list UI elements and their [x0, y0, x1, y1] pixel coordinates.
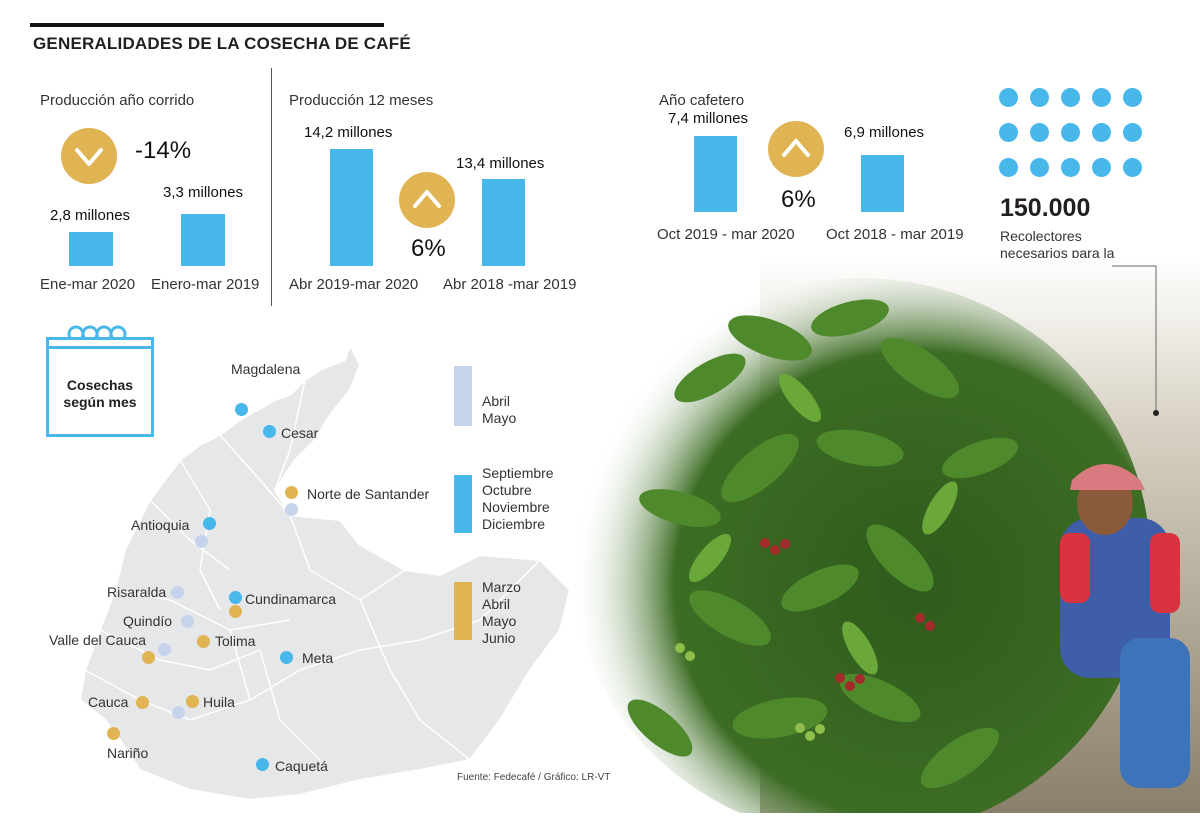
panel3-change: 6% — [781, 186, 816, 213]
picker-dot — [1030, 123, 1049, 142]
region-dot-antioquia-2 — [195, 535, 208, 548]
region-dot-huila-1 — [186, 695, 199, 708]
panel1-bar-1 — [69, 232, 113, 266]
region-label-quindio: Quindío — [123, 613, 173, 629]
panel3-title: Año cafetero — [659, 92, 745, 109]
coffee-picker-photo — [560, 258, 1200, 818]
legend-label-apr-may: Abril Mayo — [482, 393, 517, 426]
region-dot-narino — [107, 727, 120, 740]
region-dot-norte-de-santander-1 — [285, 486, 298, 499]
panel2-change: 6% — [411, 235, 446, 262]
leader-line — [1112, 265, 1159, 416]
panel1-category-1: Ene-mar 2020 — [40, 276, 136, 293]
region-dot-huila-2 — [172, 706, 185, 719]
picker-dot — [1123, 88, 1142, 107]
panel1-value-label-1: 2,8 millones — [50, 207, 131, 224]
picker-dot — [1123, 123, 1142, 142]
panel3-bar-1 — [694, 136, 737, 212]
panel3-bar-2 — [861, 155, 904, 212]
picker-dot — [1123, 158, 1142, 177]
panel3-category-1: Oct 2019 - mar 2020 — [657, 226, 795, 243]
panel3-value-label-2: 6,9 millones — [844, 124, 925, 141]
picker-dot — [1061, 123, 1080, 142]
region-dot-cauca — [136, 696, 149, 709]
region-dot-risaralda — [171, 586, 184, 599]
calendar-frame — [46, 337, 154, 437]
region-dot-cundinamarca-1 — [229, 591, 242, 604]
region-dot-norte-de-santander-2 — [285, 503, 298, 516]
picker-dot — [1092, 88, 1111, 107]
legend-swatch-apr-may — [454, 366, 472, 426]
picker-dot — [999, 88, 1018, 107]
region-dot-tolima — [197, 635, 210, 648]
colombia-map — [60, 340, 600, 810]
calendar-label: Cosechas según mes — [63, 377, 137, 410]
panel1-change: -14% — [135, 137, 192, 164]
region-dot-magdalena — [235, 403, 248, 416]
panel1-bar-2 — [181, 214, 225, 266]
picker-dot — [1061, 88, 1080, 107]
chevron-up-icon — [399, 172, 455, 228]
panel2-value-label-2: 13,4 millones — [456, 155, 545, 172]
region-label-narino: Nariño — [107, 745, 149, 761]
region-dot-antioquia-1 — [203, 517, 216, 530]
panel1-category-2: Enero-mar 2019 — [151, 276, 260, 293]
legend-label-sep-dec: Septiembre Octubre Noviembre Diciembre — [482, 465, 554, 532]
dot-grid-icon — [999, 88, 1149, 183]
region-label-cauca: Cauca — [88, 694, 129, 710]
region-label-huila: Huila — [203, 694, 235, 710]
region-label-antioquia: Antioquia — [131, 517, 190, 533]
panel2-category-1: Abr 2019-mar 2020 — [289, 276, 419, 293]
panel2-category-2: Abr 2018 -mar 2019 — [443, 276, 577, 293]
region-label-caqueta: Caquetá — [275, 758, 328, 774]
panel3-category-2: Oct 2018 - mar 2019 — [826, 226, 964, 243]
picker-dot — [999, 123, 1018, 142]
panel-divider — [271, 68, 272, 306]
title-rule — [30, 23, 384, 27]
legend-swatch-sep-dec — [454, 475, 472, 533]
calendar-header — [49, 340, 151, 349]
picker-dot — [999, 158, 1018, 177]
region-dot-meta — [280, 651, 293, 664]
pickers-value: 150.000 — [1000, 194, 1091, 222]
region-dot-valle-del-cauca-2 — [158, 643, 171, 656]
region-label-valle-del-cauca: Valle del Cauca — [49, 632, 147, 648]
panel2-title: Producción 12 meses — [289, 92, 434, 109]
region-label-magdalena: Magdalena — [231, 361, 301, 377]
panel2-bar-2 — [482, 179, 525, 266]
region-label-tolima: Tolima — [215, 633, 256, 649]
region-dot-cundinamarca-2 — [229, 605, 242, 618]
region-label-norte-de-santander: Norte de Santander — [307, 486, 430, 502]
region-label-risaralda: Risaralda — [107, 584, 167, 600]
panel3-value-label-1: 7,4 millones — [668, 110, 749, 127]
panel2-value-label-1: 14,2 millones — [304, 124, 393, 141]
picker-dot — [1061, 158, 1080, 177]
region-label-cesar: Cesar — [281, 425, 319, 441]
region-dot-cesar — [263, 425, 276, 438]
chevron-up-icon — [768, 121, 824, 177]
region-label-meta: Meta — [302, 650, 334, 666]
region-dot-valle-del-cauca-1 — [142, 651, 155, 664]
picker-dot — [1030, 158, 1049, 177]
chevron-down-icon — [61, 128, 117, 184]
legend-swatch-mar-jun — [454, 582, 472, 640]
picker-dot — [1092, 158, 1111, 177]
region-dot-quindio — [181, 615, 194, 628]
panel1-value-label-2: 3,3 millones — [163, 184, 244, 201]
region-dot-caqueta — [256, 758, 269, 771]
page-title: GENERALIDADES DE LA COSECHA DE CAFÉ — [33, 34, 411, 53]
source-note: Fuente: Fedecafé / Gráfico: LR-VT — [457, 772, 611, 783]
picker-dot — [1030, 88, 1049, 107]
picker-dot — [1092, 123, 1111, 142]
panel1-title: Producción año corrido — [40, 92, 195, 109]
panel2-bar-1 — [330, 149, 373, 266]
legend-label-mar-jun: Marzo Abril Mayo Junio — [482, 579, 521, 646]
region-label-cundinamarca: Cundinamarca — [245, 591, 337, 607]
